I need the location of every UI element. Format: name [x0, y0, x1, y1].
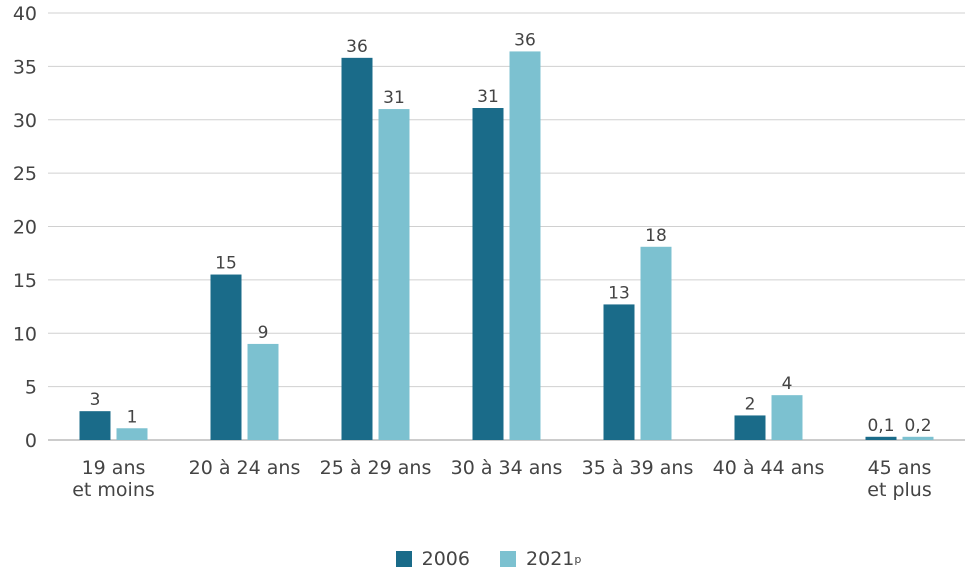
- bar-2006: [210, 274, 242, 440]
- legend-swatch-2006: [395, 551, 412, 567]
- bars: [79, 51, 934, 441]
- legend-label-2021-superscript: p: [574, 552, 582, 566]
- gridlines: [48, 12, 965, 441]
- bar-2006: [472, 108, 504, 440]
- bar-2021: [902, 436, 934, 440]
- data-label: 9: [258, 323, 269, 343]
- y-tick-label: 40: [13, 3, 37, 25]
- bar-2006: [341, 57, 373, 441]
- data-label: 1: [127, 407, 138, 427]
- data-label: 18: [645, 226, 667, 246]
- data-label: 0,1: [867, 416, 894, 436]
- data-label: 36: [346, 37, 368, 57]
- data-label: 0,2: [904, 416, 931, 436]
- data-label: 2: [745, 394, 756, 414]
- data-label: 15: [215, 254, 237, 274]
- x-tick-label: 25 à 29 ans: [320, 457, 432, 479]
- bar-2021: [771, 395, 803, 440]
- bar-2006: [603, 304, 635, 440]
- bar-2006: [865, 436, 897, 440]
- data-label: 31: [477, 87, 499, 107]
- x-tick-label: 19 ans: [82, 457, 146, 479]
- data-label: 13: [608, 283, 630, 303]
- bar-2021: [640, 246, 672, 440]
- data-label: 36: [514, 30, 536, 50]
- legend-item-2006: 2006: [395, 548, 470, 570]
- y-tick-label: 0: [25, 430, 37, 452]
- y-tick-label: 30: [13, 110, 37, 132]
- legend-label-2006: 2006: [421, 548, 470, 570]
- x-tick-label: 20 à 24 ans: [189, 457, 301, 479]
- x-tick-label: et plus: [867, 479, 931, 501]
- bar-2006: [734, 415, 766, 440]
- x-tick-label: 40 à 44 ans: [713, 457, 825, 479]
- bar-2021: [509, 51, 541, 441]
- y-tick-label: 25: [13, 163, 37, 185]
- y-tick-label: 35: [13, 56, 37, 78]
- bar-2006: [79, 411, 111, 440]
- bar-2021: [247, 343, 279, 440]
- x-tick-label: 45 ans: [868, 457, 932, 479]
- legend: 2006 2021 p: [0, 548, 977, 572]
- bar-2021: [378, 109, 410, 440]
- y-tick-label: 15: [13, 270, 37, 292]
- legend-swatch-2021: [500, 551, 517, 567]
- data-label: 3: [90, 390, 101, 410]
- legend-item-2021: 2021 p: [500, 548, 581, 570]
- x-tick-label: 30 à 34 ans: [451, 457, 563, 479]
- data-label: 31: [383, 88, 405, 108]
- x-tick-label: 35 à 39 ans: [582, 457, 694, 479]
- y-tick-label: 10: [13, 323, 37, 345]
- legend-label-2021: 2021: [526, 548, 575, 570]
- y-tick-label: 20: [13, 217, 37, 239]
- data-label: 4: [782, 374, 793, 394]
- x-tick-label: et moins: [72, 479, 155, 501]
- y-tick-label: 5: [25, 377, 37, 399]
- y-axis: 0 5 10 15 20 25 30 35 40: [13, 3, 37, 452]
- bar-2021: [116, 428, 148, 440]
